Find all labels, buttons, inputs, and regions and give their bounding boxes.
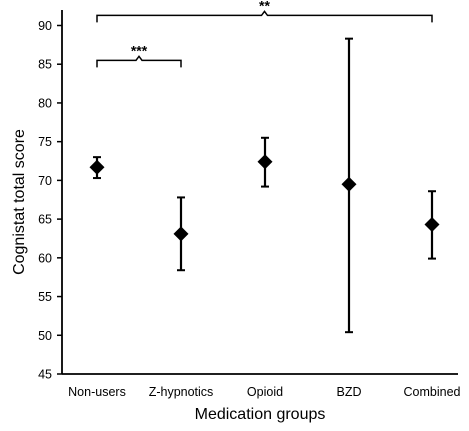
x-ticks-group: Non-users Z-hypnotics Opioid BZD Combined [68, 385, 460, 399]
significance-annotations-group: ***** [97, 0, 432, 67]
y-ticks-group: 45 50 55 60 65 70 75 80 85 90 [38, 19, 62, 382]
x-axis-title: Medication groups [195, 406, 326, 423]
x-tick-label: Non-users [68, 385, 126, 399]
data-point-diamond [342, 177, 357, 192]
y-tick-label: 60 [38, 251, 52, 265]
data-points-group [90, 154, 440, 241]
y-tick-label: 65 [38, 213, 52, 227]
x-tick-label: Combined [404, 385, 461, 399]
y-tick-label: 50 [38, 329, 52, 343]
data-point-diamond [90, 160, 105, 175]
y-tick-label: 45 [38, 368, 52, 382]
y-tick-label: 55 [38, 290, 52, 304]
y-tick-label: 90 [38, 19, 52, 33]
x-tick-label: Z-hypnotics [149, 385, 214, 399]
y-tick-label: 80 [38, 96, 52, 110]
significance-label: *** [131, 42, 148, 58]
data-point-diamond [425, 217, 440, 232]
significance-label: ** [259, 0, 270, 13]
y-tick-label: 75 [38, 135, 52, 149]
x-tick-label: Opioid [247, 385, 283, 399]
error-bars-group [93, 39, 436, 333]
x-tick-label: BZD [337, 385, 362, 399]
data-point-diamond [174, 226, 189, 241]
y-tick-label: 85 [38, 58, 52, 72]
y-axis-title: Cognistat total score [11, 129, 28, 275]
data-point-diamond [258, 154, 273, 169]
y-tick-label: 70 [38, 174, 52, 188]
